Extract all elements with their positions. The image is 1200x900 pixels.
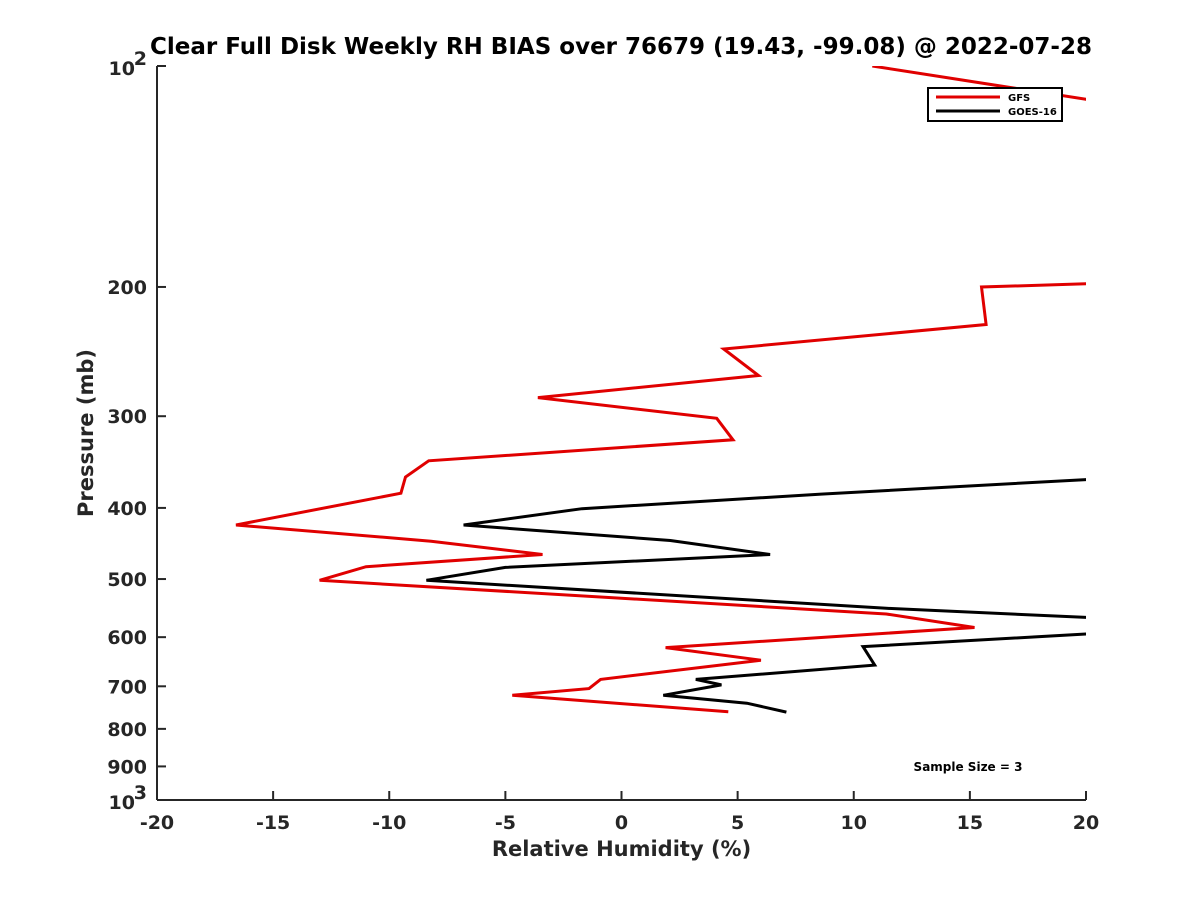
x-tick-label: 10 — [841, 812, 867, 834]
series-line-goes-16 — [426, 478, 1086, 714]
chart-title: Clear Full Disk Weekly RH BIAS over 7667… — [150, 34, 1092, 60]
x-axis-title: Relative Humidity (%) — [492, 837, 751, 861]
x-tick-label: -20 — [140, 812, 174, 834]
legend-label: GFS — [1008, 93, 1030, 104]
x-axis-ticks: -20 -15 -10 -5 0 5 10 15 20 — [140, 791, 1099, 834]
axes-layer — [156, 66, 1086, 801]
y-tick-label: 500 — [107, 569, 147, 591]
x-tick-label: -15 — [256, 812, 290, 834]
legend-label: GOES-16 — [1008, 107, 1057, 118]
x-tick-label: 0 — [615, 812, 628, 834]
x-tick-label: -10 — [372, 812, 406, 834]
y-tick-label: 600 — [107, 627, 147, 649]
series-line-gfs — [235, 66, 1086, 714]
legend-box — [927, 87, 1063, 122]
y-tick-label: 10 — [109, 58, 135, 80]
x-tick-label: 5 — [731, 812, 744, 834]
y-tick-exponent: 2 — [134, 48, 147, 70]
y-tick-label: 400 — [107, 498, 147, 520]
y-tick-label: 300 — [107, 406, 147, 428]
sample-size-annotation: Sample Size = 3 — [914, 760, 1023, 774]
y-tick-label: 800 — [107, 719, 147, 741]
x-tick-label: 20 — [1073, 812, 1099, 834]
y-tick-label: 900 — [107, 756, 147, 778]
y-tick-exponent: 3 — [134, 782, 147, 804]
y-tick-label: 200 — [107, 277, 147, 299]
y-axis-title: Pressure (mb) — [74, 349, 98, 517]
y-tick-label: 700 — [107, 676, 147, 698]
x-tick-label: 15 — [957, 812, 983, 834]
y-tick-label: 10 — [109, 792, 135, 814]
legend: GFS GOES-16 — [927, 87, 1063, 122]
x-tick-label: -5 — [495, 812, 516, 834]
series-layer — [235, 66, 1086, 714]
